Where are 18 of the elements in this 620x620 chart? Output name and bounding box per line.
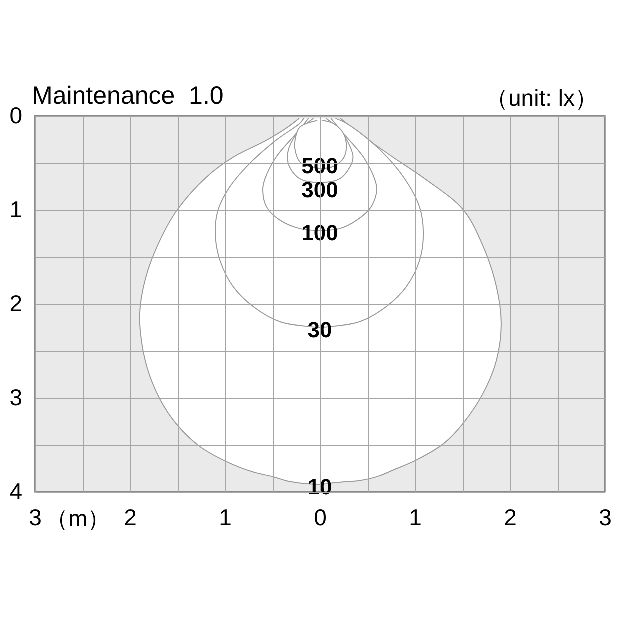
series-label: 100 (302, 220, 338, 246)
series-label: 30 (308, 318, 332, 342)
x-tick-label: 1 (409, 504, 422, 530)
chart-title: Maintenance 1.0 (32, 82, 224, 110)
x-tick-label: 0 (314, 504, 327, 530)
x-tick-label: 2 (124, 504, 137, 530)
x-axis-title: （m） (46, 506, 111, 532)
y-tick-label: 3 (10, 384, 22, 410)
x-tick-label: 3 (599, 504, 612, 530)
x-tick-label: 1 (219, 504, 232, 530)
y-tick-label: 4 (10, 478, 23, 504)
text: （unit: lx） (486, 85, 598, 111)
y-tick-label: 0 (10, 102, 22, 128)
series-label: 300 (302, 178, 338, 203)
x-tick-label: 2 (504, 504, 517, 530)
y-tick-label: 2 (10, 290, 22, 316)
x-tick-label: 3 (29, 504, 42, 530)
y-tick-label: 1 (10, 196, 22, 222)
